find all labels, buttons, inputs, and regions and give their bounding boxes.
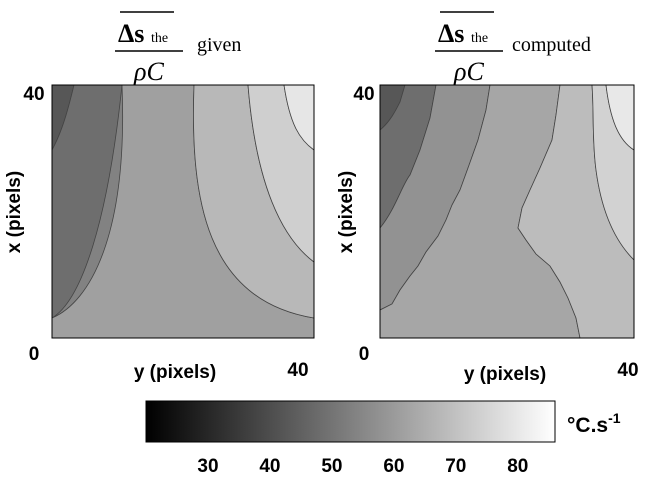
title-suffix: computed <box>512 34 591 56</box>
x-tick-left: 0 <box>29 344 40 365</box>
title-denominator: ρC <box>453 57 484 86</box>
plot-frame <box>379 84 635 339</box>
y-tick-top: 40 <box>353 84 374 105</box>
colorbar-gradient <box>145 400 556 443</box>
panel-computed: Δs the ρC computed 40 0 40 y (pixels) x … <box>336 11 639 385</box>
colorbar-ticks: 30 40 50 60 70 80 <box>197 456 528 477</box>
y-axis-label: x (pixels) <box>4 171 25 253</box>
title-computed: Δs the ρC computed <box>435 11 591 86</box>
colorbar-tick-label: 80 <box>507 456 528 477</box>
title-given: Δs the ρC given <box>115 11 241 86</box>
title-subscript: the <box>151 31 168 46</box>
colorbar: 30 40 50 60 70 80 °C.s-1 <box>145 400 621 477</box>
colorbar-tick-label: 50 <box>321 456 342 477</box>
x-axis-label: y (pixels) <box>464 364 546 385</box>
title-symbol: Δs <box>118 19 144 48</box>
x-axis-label: y (pixels) <box>134 362 216 383</box>
x-tick-left: 0 <box>359 344 370 365</box>
plot-frame <box>51 84 315 339</box>
title-denominator: ρC <box>133 57 164 86</box>
contour-map-computed <box>380 85 634 338</box>
y-axis-label: x (pixels) <box>336 171 357 253</box>
contour-map-given <box>52 85 314 338</box>
colorbar-unit-label: °C.s-1 <box>567 410 621 437</box>
x-tick-right: 40 <box>287 360 308 381</box>
y-tick-top: 40 <box>23 84 44 105</box>
contour-band-40 <box>52 85 123 319</box>
title-symbol: Δs <box>438 19 464 48</box>
colorbar-tick-label: 70 <box>445 456 466 477</box>
panel-given: Δs the ρC given 40 0 40 y (pixels) x (pi… <box>4 11 315 383</box>
title-subscript: the <box>471 31 488 46</box>
colorbar-tick-label: 40 <box>259 456 280 477</box>
x-tick-right: 40 <box>617 360 638 381</box>
colorbar-tick-label: 30 <box>197 456 218 477</box>
title-suffix: given <box>197 34 241 56</box>
colorbar-tick-label: 60 <box>383 456 404 477</box>
